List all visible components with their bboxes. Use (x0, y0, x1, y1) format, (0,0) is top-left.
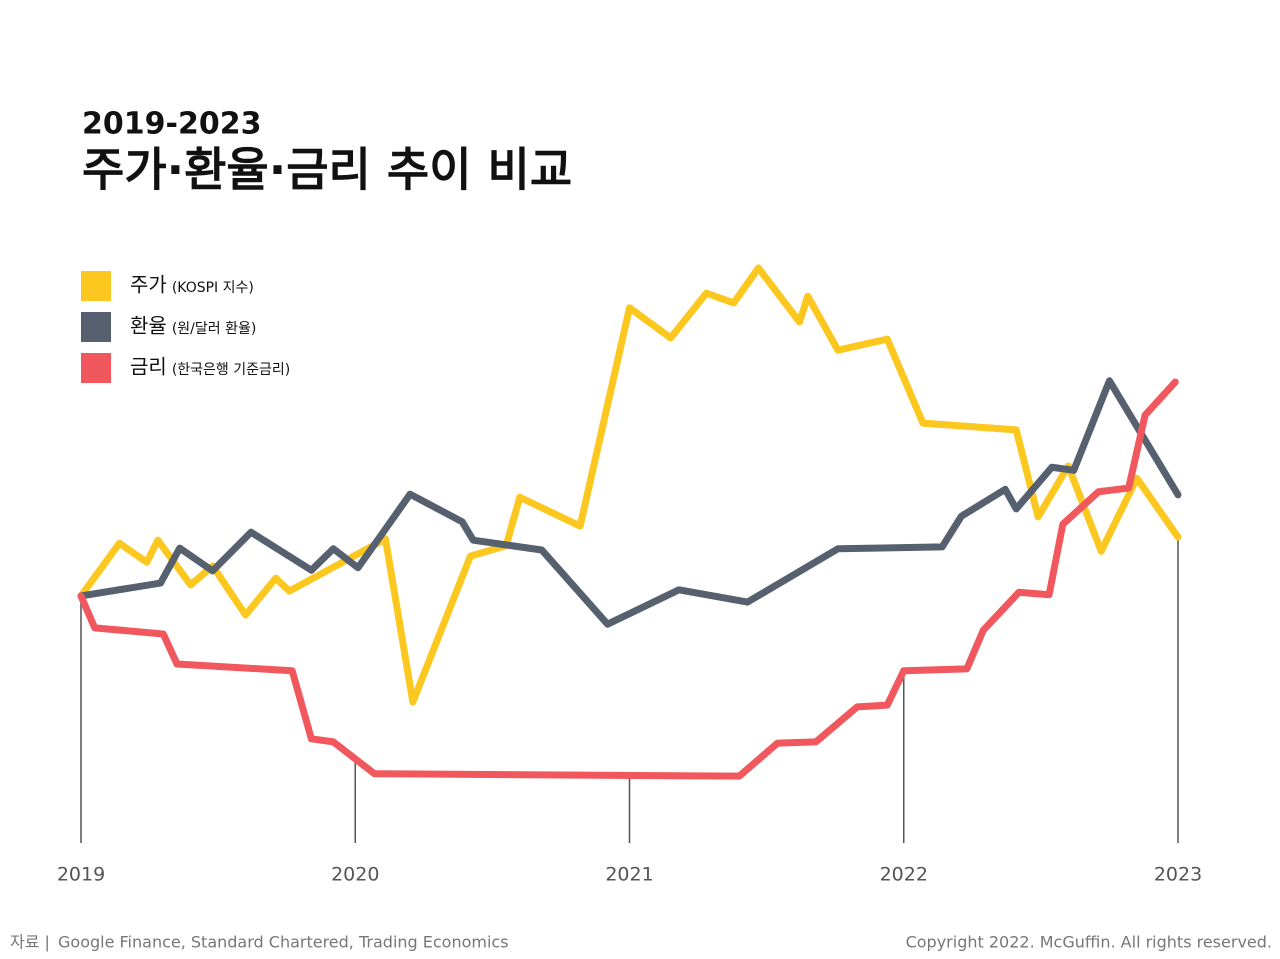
x-tick-label: 2022 (880, 864, 928, 886)
legend-label: 금리 (130, 355, 167, 379)
copyright: Copyright 2022. McGuffin. All rights res… (906, 933, 1272, 952)
source-label: 자료 | (10, 933, 50, 952)
legend-swatch (81, 271, 111, 301)
x-tick-label: 2019 (57, 864, 105, 886)
legend-note: (원/달러 환율) (172, 321, 257, 337)
legend-swatch (81, 353, 111, 383)
series-line (77, 378, 1179, 780)
chart-title: 주가·환율·금리 추이 비교 (82, 143, 572, 197)
legend-label: 주가 (130, 273, 167, 297)
x-tick-label: 2021 (605, 864, 653, 886)
legend-note: (한국은행 기준금리) (172, 362, 290, 378)
series-line (77, 377, 1182, 628)
x-tick-label: 2023 (1154, 864, 1202, 886)
supertitle: 2019-2023 (82, 107, 261, 142)
legend-label: 환율 (130, 314, 167, 338)
legend-swatch (81, 312, 111, 342)
legend-note: (KOSPI 지수) (172, 280, 254, 296)
x-tick-label: 2020 (331, 864, 379, 886)
source: Google Finance, Standard Chartered, Trad… (58, 933, 509, 952)
